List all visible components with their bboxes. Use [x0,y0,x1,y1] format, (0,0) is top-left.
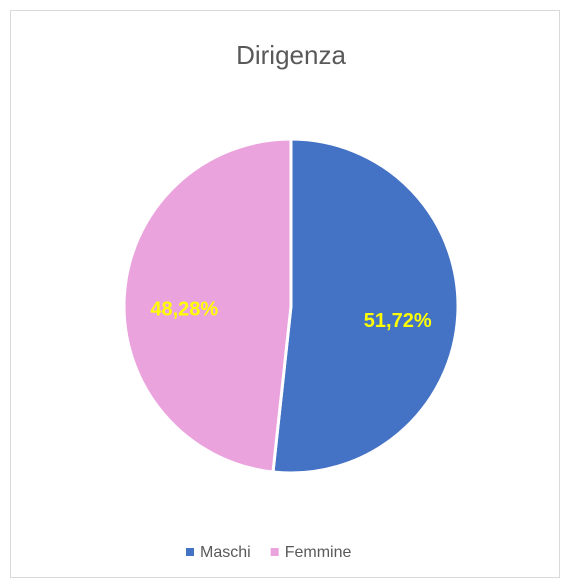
legend-label: Femmine [285,544,352,561]
legend-swatch [186,548,194,556]
pie-slice [271,137,460,475]
legend-swatch [270,548,279,556]
data-label: 51,72% [364,310,432,332]
pie-slice [122,137,293,474]
legend-label: Maschi [200,544,251,561]
chart-title: Dirigenza [236,40,346,70]
data-label: 48,28% [150,299,218,321]
